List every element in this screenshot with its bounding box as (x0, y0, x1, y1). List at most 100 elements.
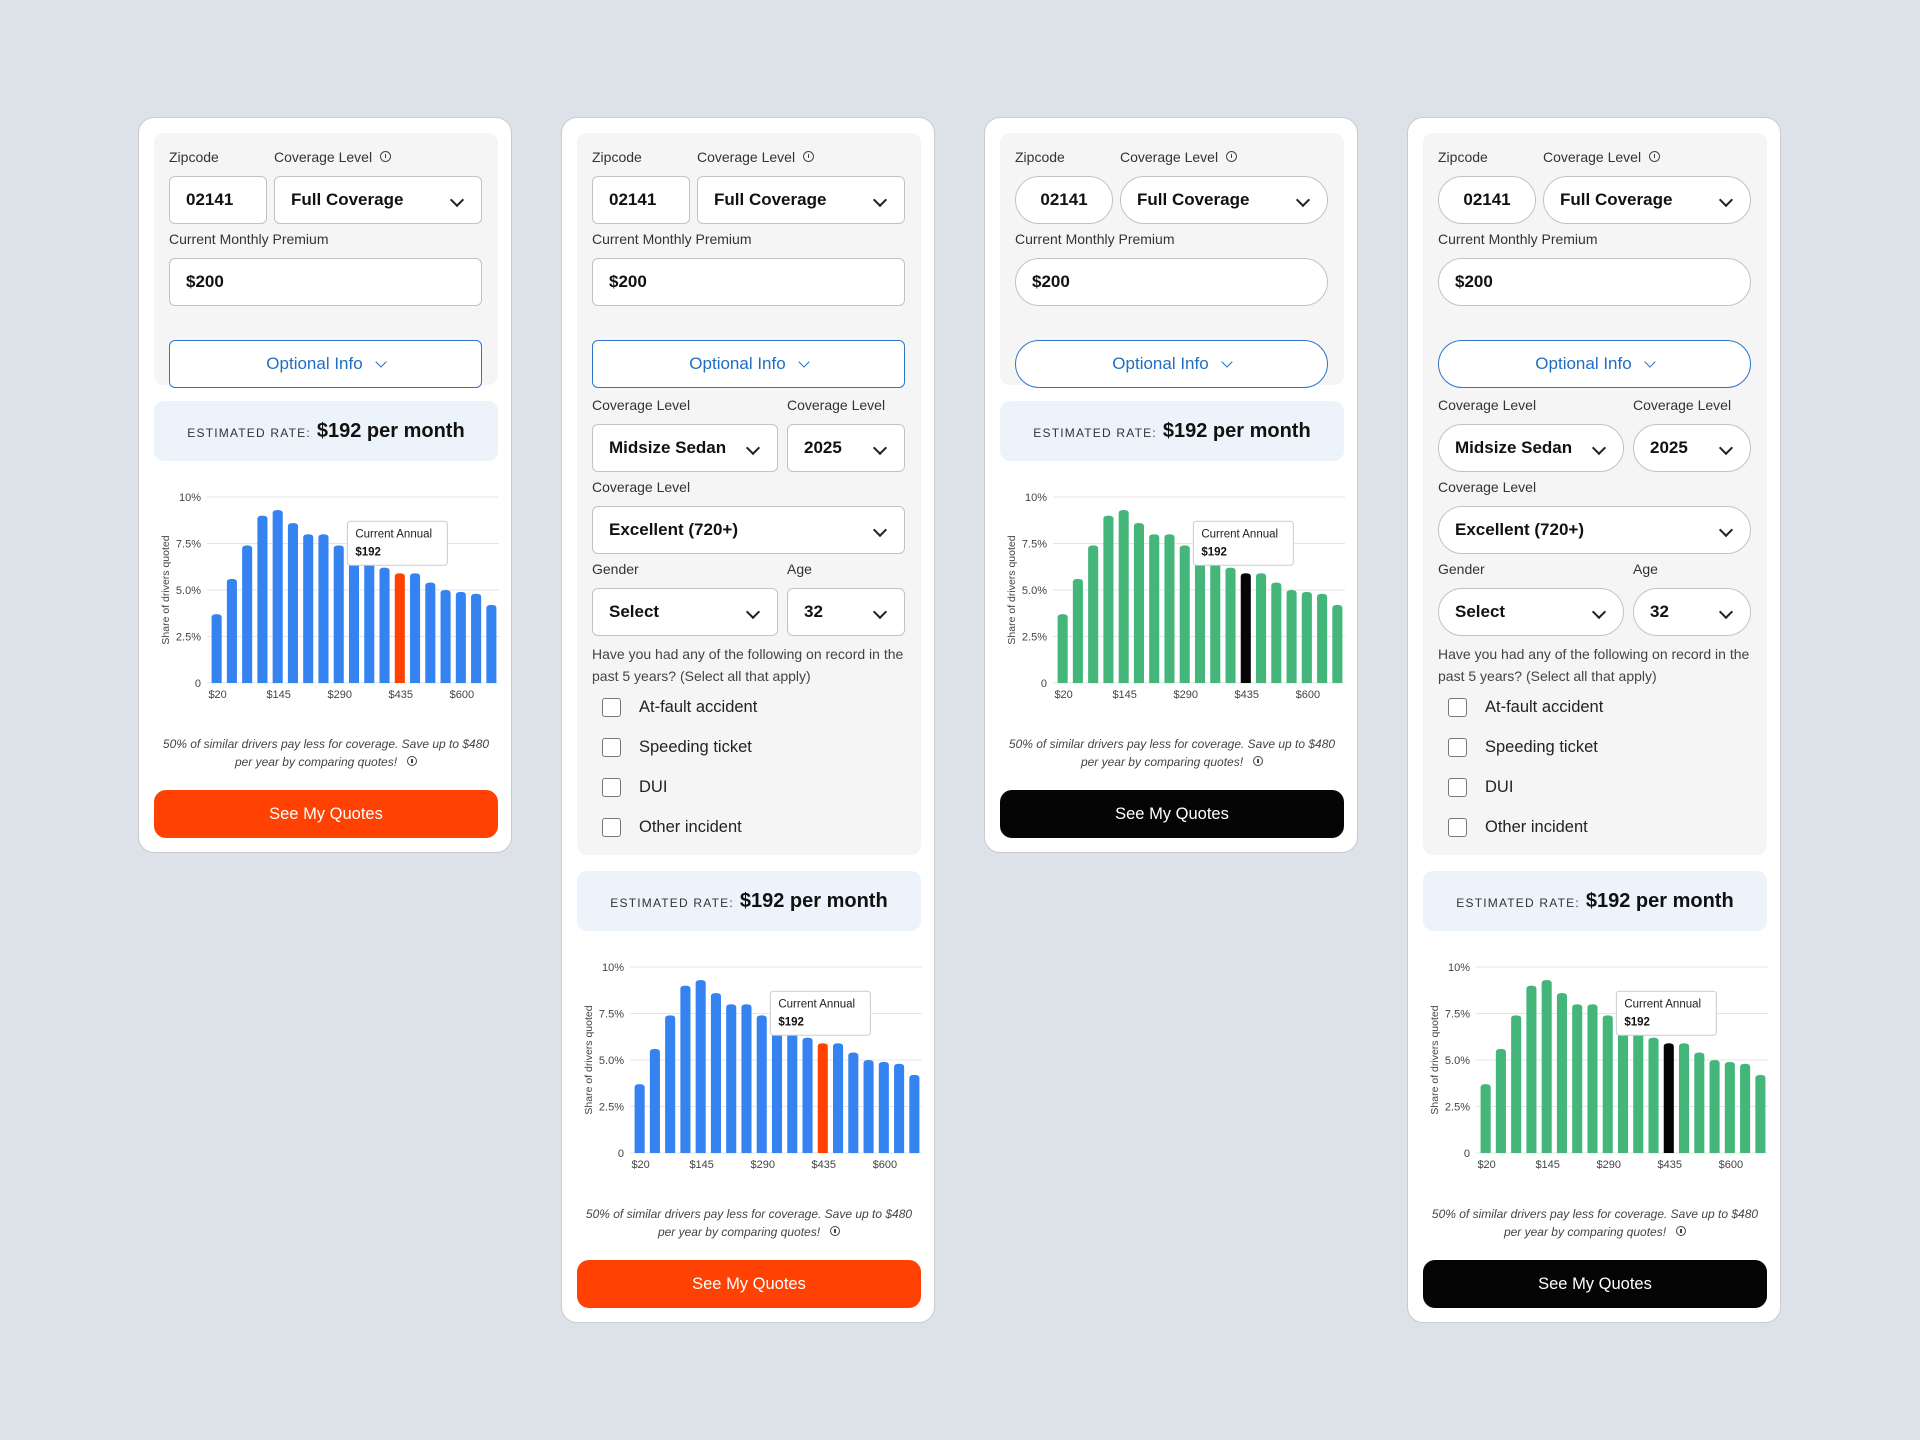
checkbox[interactable] (602, 698, 621, 717)
bar (695, 980, 706, 1153)
coverage-label: Coverage Level (697, 149, 815, 165)
checkbox[interactable] (1448, 738, 1467, 757)
current-annual-tooltip: Current Annual $192 (346, 520, 448, 566)
bar (634, 1084, 645, 1153)
coverage-select[interactable]: Full Coverage (1543, 176, 1751, 224)
bar (1210, 560, 1221, 683)
vehicle-select[interactable]: Midsize Sedan (592, 424, 778, 472)
bar (211, 614, 222, 683)
checkbox[interactable] (602, 738, 621, 757)
incident-checkbox[interactable]: Speeding ticket (602, 738, 752, 757)
zipcode-input[interactable]: 02141 (592, 176, 690, 224)
incident-checkbox[interactable]: DUI (1448, 778, 1513, 797)
zipcode-label: Zipcode (169, 149, 219, 165)
info-icon[interactable] (380, 151, 392, 162)
optional-info-button[interactable]: Optional Info (592, 340, 905, 388)
zipcode-input[interactable]: 02141 (169, 176, 267, 224)
x-tick-label: $435 (1658, 1159, 1682, 1171)
zipcode-label: Zipcode (1438, 149, 1488, 165)
info-icon[interactable] (1676, 1226, 1687, 1236)
see-my-quotes-button[interactable]: See My Quotes (1423, 1260, 1767, 1308)
y-tick-label: 2.5% (599, 1102, 624, 1114)
credit-select[interactable]: Excellent (720+) (1438, 506, 1751, 554)
tooltip-title: Current Annual (1624, 998, 1701, 1010)
coverage-select[interactable]: Full Coverage (274, 176, 482, 224)
gender-select[interactable]: Select (1438, 588, 1624, 636)
checkbox[interactable] (1448, 818, 1467, 837)
incident-checkbox[interactable]: Other incident (1448, 818, 1588, 837)
bar (1587, 1004, 1598, 1153)
optional-info-button[interactable]: Optional Info (1438, 340, 1751, 388)
x-tick-label: $290 (327, 689, 351, 701)
info-icon[interactable] (1649, 151, 1661, 162)
credit-select[interactable]: Excellent (720+) (592, 506, 905, 554)
info-icon[interactable] (1253, 756, 1264, 766)
incident-checkbox[interactable]: At-fault accident (1448, 698, 1603, 717)
checkbox[interactable] (1448, 698, 1467, 717)
checkbox[interactable] (602, 778, 621, 797)
see-my-quotes-button[interactable]: See My Quotes (1000, 790, 1344, 838)
coverage-label: Coverage Level (274, 149, 392, 165)
info-icon[interactable] (803, 151, 815, 162)
coverage-select[interactable]: Full Coverage (697, 176, 905, 224)
bar (1072, 578, 1083, 683)
bar (303, 534, 314, 683)
year-select[interactable]: 2025 (1633, 424, 1751, 472)
info-icon[interactable] (1226, 151, 1238, 162)
premium-input[interactable]: $200 (1015, 258, 1328, 306)
age-select[interactable]: 32 (1633, 588, 1751, 636)
info-icon[interactable] (407, 756, 418, 766)
age-label: Age (1633, 561, 1658, 577)
bar (771, 1022, 783, 1153)
x-tick-label: $20 (631, 1159, 649, 1171)
coverage-select[interactable]: Full Coverage (1120, 176, 1328, 224)
premium-input[interactable]: $200 (592, 258, 905, 306)
incident-checkbox[interactable]: Other incident (602, 818, 742, 837)
optional-info-button[interactable]: Optional Info (169, 340, 482, 388)
bar (787, 1030, 798, 1153)
cost-distribution-chart: 0 2.5% 5.0% 7.5% 10% Share of drivers quoted $… (160, 492, 499, 701)
vehicle-select[interactable]: Midsize Sedan (1438, 424, 1624, 472)
bar (1495, 1048, 1506, 1153)
estimated-rate-label: ESTIMATED RATE: (187, 426, 311, 440)
see-my-quotes-button[interactable]: See My Quotes (154, 790, 498, 838)
premium-input[interactable]: $200 (169, 258, 482, 306)
bar (471, 593, 482, 683)
bar (1541, 980, 1552, 1153)
year-select[interactable]: 2025 (787, 424, 905, 472)
bar (410, 573, 421, 683)
zipcode-input[interactable]: 02141 (1438, 176, 1536, 224)
info-icon[interactable] (830, 1226, 841, 1236)
incident-checkbox[interactable]: Speeding ticket (1448, 738, 1598, 757)
checkbox[interactable] (1448, 778, 1467, 797)
age-select[interactable]: 32 (787, 588, 905, 636)
tooltip-box (1615, 990, 1717, 1036)
bar (257, 515, 268, 683)
estimated-rate-value: $192 per month (1585, 889, 1734, 912)
incident-checkbox[interactable]: At-fault accident (602, 698, 757, 717)
optional-info-button[interactable]: Optional Info (1015, 340, 1328, 388)
bar (242, 545, 253, 683)
zipcode-input[interactable]: 02141 (1015, 176, 1113, 224)
chevron-down-icon (1295, 192, 1311, 208)
bar (364, 560, 375, 683)
bar (1133, 523, 1144, 683)
x-tick-label: $290 (750, 1159, 774, 1171)
y-axis-label: Share of drivers quoted (1429, 1005, 1441, 1114)
bar (894, 1063, 905, 1153)
checkbox[interactable] (602, 818, 621, 837)
estimated-rate-value: $192 per month (1162, 419, 1311, 442)
tooltip-value: $192 (1624, 1016, 1650, 1028)
bar (1572, 1004, 1583, 1153)
current-annual-tooltip: Current Annual $192 (1615, 990, 1717, 1036)
tooltip-box (769, 990, 871, 1036)
see-my-quotes-button[interactable]: See My Quotes (577, 1260, 921, 1308)
premium-input[interactable]: $200 (1438, 258, 1751, 306)
y-tick-label: 0 (195, 678, 201, 690)
incident-checkbox[interactable]: DUI (602, 778, 667, 797)
quote-card-v3: Zipcode Coverage Level 02141 Full Covera… (984, 117, 1358, 853)
bar (710, 993, 721, 1153)
bar (1480, 1084, 1491, 1153)
gender-select[interactable]: Select (592, 588, 778, 636)
x-tick-label: $435 (389, 689, 413, 701)
